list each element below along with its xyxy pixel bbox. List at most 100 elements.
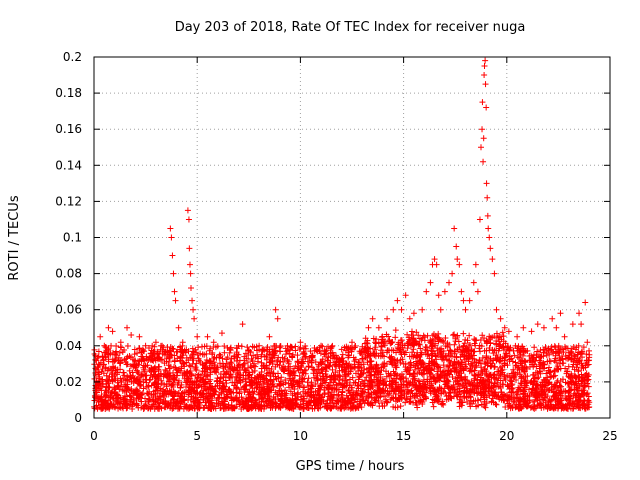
background-point — [465, 349, 472, 356]
background-point — [322, 353, 329, 360]
background-point — [543, 348, 550, 355]
background-point — [563, 368, 570, 375]
background-point — [517, 360, 524, 367]
background-point — [339, 375, 346, 382]
background-point — [496, 396, 503, 403]
background-point — [371, 371, 378, 378]
background-point — [393, 358, 400, 365]
background-point — [381, 360, 388, 367]
background-point — [191, 405, 198, 412]
background-point — [170, 384, 177, 391]
background-point — [526, 392, 533, 399]
background-point — [539, 364, 546, 371]
background-point — [510, 347, 517, 354]
background-point — [340, 382, 347, 389]
background-point — [122, 402, 129, 409]
background-point — [375, 397, 382, 404]
background-point — [173, 349, 180, 356]
background-point — [491, 347, 498, 354]
background-point — [428, 376, 435, 383]
background-point — [393, 372, 400, 379]
background-point — [120, 375, 127, 382]
data-point — [188, 285, 195, 292]
background-point — [219, 384, 226, 391]
background-point — [300, 395, 307, 402]
background-point — [435, 334, 442, 341]
data-point — [485, 225, 492, 232]
background-point — [582, 364, 589, 371]
background-point — [202, 367, 209, 374]
y-tick-label: 0.12 — [55, 194, 82, 208]
background-point — [395, 395, 402, 402]
background-point — [460, 342, 467, 349]
background-point — [207, 371, 214, 378]
background-point — [119, 403, 126, 410]
y-tick-label: 0.02 — [55, 375, 82, 389]
data-point — [235, 342, 242, 349]
background-point — [472, 337, 479, 344]
background-point — [533, 381, 540, 388]
data-point — [528, 328, 535, 335]
background-point — [146, 403, 153, 410]
background-point — [219, 355, 226, 362]
background-point — [307, 382, 314, 389]
background-point — [432, 342, 439, 349]
background-point — [514, 364, 521, 371]
background-point — [501, 391, 508, 398]
background-point — [138, 348, 145, 355]
background-point — [338, 399, 345, 406]
background-point — [402, 349, 409, 356]
data-point — [427, 279, 434, 286]
background-point — [281, 355, 288, 362]
background-point — [550, 383, 557, 390]
background-point — [145, 356, 152, 363]
background-point — [432, 353, 439, 360]
background-point — [444, 377, 451, 384]
background-point — [227, 371, 234, 378]
background-point — [282, 387, 289, 394]
background-point — [375, 377, 382, 384]
background-point — [247, 393, 254, 400]
background-point — [343, 392, 350, 399]
data-point — [466, 297, 473, 304]
background-point — [352, 379, 359, 386]
background-point — [476, 372, 483, 379]
background-point — [364, 354, 371, 361]
data-point — [168, 234, 175, 241]
background-point — [220, 373, 227, 380]
background-point — [211, 388, 218, 395]
background-point — [116, 349, 123, 356]
background-point — [367, 372, 374, 379]
background-point — [324, 373, 331, 380]
background-point — [255, 376, 262, 383]
background-point — [264, 385, 271, 392]
background-point — [456, 360, 463, 367]
background-point — [321, 347, 328, 354]
background-point — [314, 346, 321, 353]
background-point — [221, 349, 228, 356]
background-point — [121, 346, 128, 353]
background-point — [355, 365, 362, 372]
background-point — [192, 395, 199, 402]
background-point — [106, 373, 113, 380]
background-point — [309, 354, 316, 361]
background-point — [566, 374, 573, 381]
background-point — [327, 381, 334, 388]
background-point — [187, 396, 194, 403]
background-point — [487, 340, 494, 347]
background-point — [201, 379, 208, 386]
data-point — [204, 333, 211, 340]
data-point — [453, 243, 460, 250]
background-point — [237, 386, 244, 393]
background-point — [378, 334, 385, 341]
data-point — [109, 328, 116, 335]
background-point — [102, 364, 109, 371]
background-point — [533, 363, 540, 370]
background-point — [316, 383, 323, 390]
background-point — [413, 386, 420, 393]
background-point — [207, 405, 214, 412]
background-point — [440, 401, 447, 408]
background-point — [420, 367, 427, 374]
data-point — [170, 270, 177, 277]
background-point — [556, 400, 563, 407]
